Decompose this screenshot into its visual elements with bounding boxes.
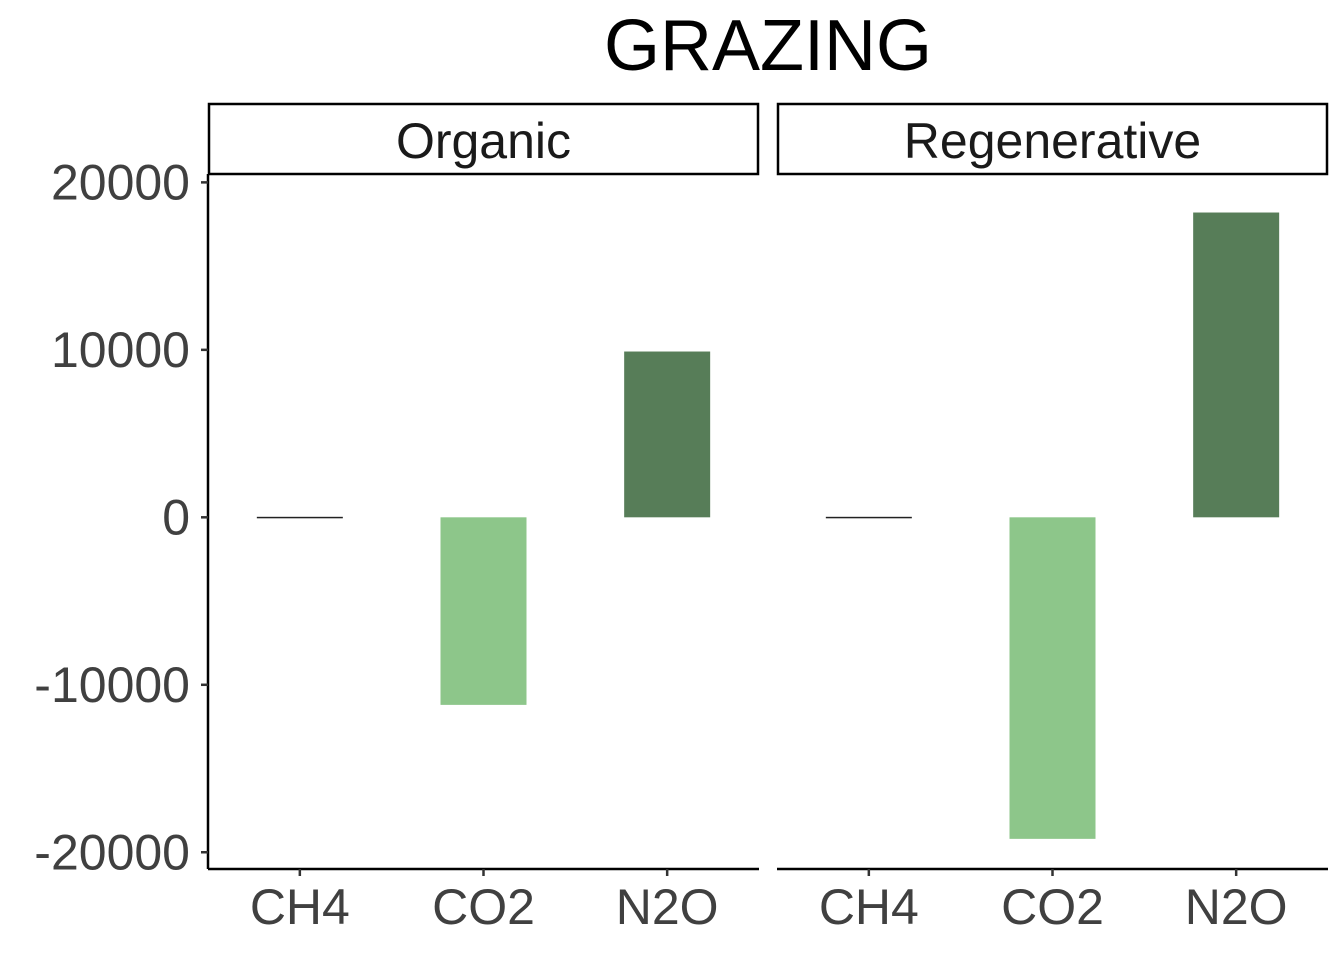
y-tick-label: -10000 — [34, 657, 190, 713]
facet-strip — [207, 102, 760, 176]
facet-strip-label: Regenerative — [904, 113, 1201, 169]
bar-ch4 — [256, 516, 343, 519]
y-tick-label: -20000 — [34, 824, 190, 880]
y-tick-label: 10000 — [51, 322, 190, 378]
bar-ch4 — [825, 516, 912, 519]
bar-co2 — [1009, 517, 1096, 839]
y-tick-label: 20000 — [51, 154, 190, 210]
y-tick-label: 0 — [162, 489, 190, 545]
facet-strip — [776, 102, 1329, 176]
x-tick-label: CH4 — [250, 879, 350, 935]
facet-strip-label: Organic — [396, 113, 571, 169]
chart-title: GRAZING — [604, 6, 932, 86]
x-tick-label: CO2 — [1001, 879, 1104, 935]
x-tick-label: CO2 — [432, 879, 535, 935]
bar-co2 — [440, 517, 527, 705]
x-tick-label: CH4 — [819, 879, 919, 935]
bar-n2o — [624, 351, 711, 518]
x-tick-label: N2O — [1185, 879, 1288, 935]
bar-n2o — [1193, 212, 1280, 518]
x-tick-label: N2O — [616, 879, 719, 935]
